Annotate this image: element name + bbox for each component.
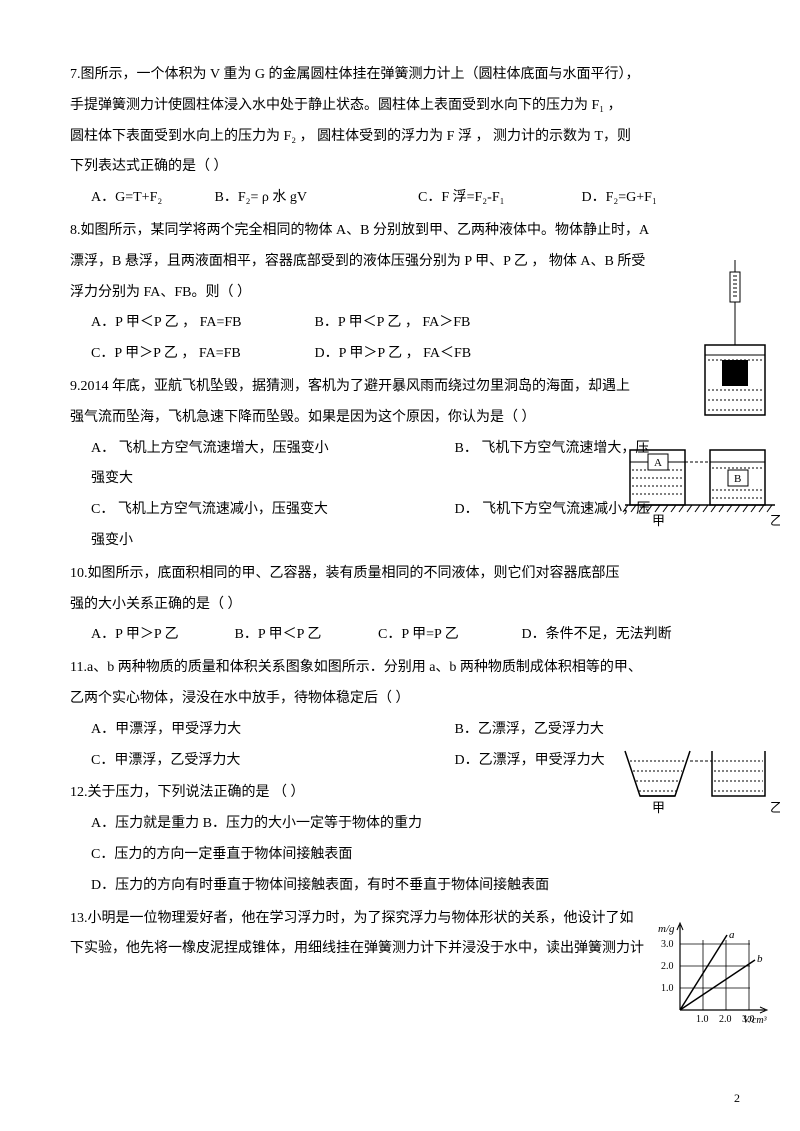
q8-opt-c: C．P 甲＞P 乙 ， FA=FB [91, 339, 311, 370]
q11-line2: 乙两个实心物体，浸没在水中放手，待物体稳定后（ ） [70, 684, 740, 715]
q11-opt-c: C．甲漂浮，乙受浮力大 [91, 746, 451, 777]
q8-options-row1: A．P 甲＜P 乙 ， FA=FB B．P 甲＜P 乙 ， FA＞FB [70, 308, 740, 339]
question-8: 8.如图所示，某同学将两个完全相同的物体 A、B 分别放到甲、乙两种液体中。物体… [70, 216, 740, 370]
ytick-1: 1.0 [661, 983, 674, 994]
q10-opt-d: D．条件不足，无法判断 [522, 620, 672, 651]
q7-line1: 7.图所示，一个体积为 V 重为 G 的金属圆柱体挂在弹簧测力计上（圆柱体底面与… [70, 60, 740, 91]
q10-line1: 10.如图所示，底面积相同的甲、乙容器，装有质量相同的不同液体，则它们对容器底部… [70, 559, 740, 590]
q11-opt-a: A．甲漂浮，甲受浮力大 [91, 715, 451, 746]
q11-opt-d: D．乙漂浮，甲受浮力大 [455, 746, 605, 777]
figure-two-beakers: A 甲 B [620, 440, 780, 530]
ytick-2: 2.0 [661, 961, 674, 972]
q7-opt-c: C．F 浮=F₂-F₁ [418, 183, 578, 214]
q11-options-row1: A．甲漂浮，甲受浮力大 B．乙漂浮，乙受浮力大 [70, 715, 740, 746]
q11-opt-b: B．乙漂浮，乙受浮力大 [455, 715, 604, 746]
graph-ylabel: m/g [658, 923, 675, 935]
question-10: 10.如图所示，底面积相同的甲、乙容器，装有质量相同的不同液体，则它们对容器底部… [70, 559, 740, 651]
q7-line3: 圆柱体下表面受到水向上的压力为 F₂ ， 圆柱体受到的浮力为 F 浮 ， 测力计… [70, 122, 740, 153]
figure-two-vessels: 甲 乙 [620, 746, 780, 816]
q11-line1: 11.a、b 两种物质的质量和体积关系图象如图所示．分别用 a、b 两种物质制成… [70, 653, 740, 684]
q10-line2: 强的大小关系正确的是（ ） [70, 590, 740, 621]
q9-opt-a: A． 飞机上方空气流速增大，压强变小 [91, 434, 451, 465]
q12-opt-c: C．压力的方向一定垂直于物体间接触表面 [70, 840, 740, 871]
graph-line-a-label: a [729, 929, 735, 941]
q12-opt-d: D．压力的方向有时垂直于物体间接触表面，有时不垂直于物体间接触表面 [70, 871, 740, 902]
q9-opt-d2: 强变小 [70, 526, 740, 557]
label-b: B [734, 473, 741, 485]
q8-line3: 浮力分别为 FA、FB。则（ ） [70, 278, 740, 309]
label-a: A [654, 457, 662, 469]
q8-opt-a: A．P 甲＜P 乙 ， FA=FB [91, 308, 311, 339]
q7-line4: 下列表达式正确的是（ ） [70, 152, 740, 183]
q8-opt-b: B．P 甲＜P 乙 ， FA＞FB [315, 308, 471, 339]
q10-options: A．P 甲＞P 乙 B．P 甲＜P 乙 C．P 甲=P 乙 D．条件不足，无法判… [70, 620, 740, 651]
vessel-label-yi: 乙 [770, 800, 780, 815]
q10-opt-b: B．P 甲＜P 乙 [235, 620, 375, 651]
xtick-2: 2.0 [719, 1014, 732, 1025]
q7-opt-d: D．F₂=G+F₁ [582, 183, 657, 214]
q10-opt-a: A．P 甲＞P 乙 [91, 620, 231, 651]
q9-line1: 9.2014 年底，亚航飞机坠毁，据猜测，客机为了避开暴风雨而绕过勿里洞岛的海面… [70, 372, 740, 403]
q8-options-row2: C．P 甲＞P 乙 ， FA=FB D．P 甲＞P 乙 ， FA＜FB [70, 339, 740, 370]
q7-opt-b: B．F₂= ρ 水 gV [215, 183, 415, 214]
q9-opt-c: C． 飞机上方空气流速减小，压强变大 [91, 495, 451, 526]
q7-line2: 手提弹簧测力计使圆柱体浸入水中处于静止状态。圆柱体上表面受到水向下的压力为 F₁… [70, 91, 740, 122]
graph-line-b-label: b [757, 953, 763, 965]
ytick-3: 3.0 [661, 939, 674, 950]
q8-opt-d: D．P 甲＞P 乙 ， FA＜FB [315, 339, 472, 370]
q13-line1: 13.小明是一位物理爱好者，他在学习浮力时，为了探究浮力与物体形状的关系，他设计… [70, 904, 740, 935]
q13-line2: 下实验，他先将一橡皮泥捏成锥体，用细线挂在弹簧测力计下并浸没于水中，读出弹簧测力… [70, 934, 740, 965]
q7-options: A．G=T+F₂ B．F₂= ρ 水 gV C．F 浮=F₂-F₁ D．F₂=G… [70, 183, 740, 214]
q10-opt-c: C．P 甲=P 乙 [378, 620, 518, 651]
question-13: 13.小明是一位物理爱好者，他在学习浮力时，为了探究浮力与物体形状的关系，他设计… [70, 904, 740, 966]
figure-spring-cylinder [700, 260, 770, 420]
vessel-label-jia: 甲 [652, 800, 665, 815]
question-7: 7.图所示，一个体积为 V 重为 G 的金属圆柱体挂在弹簧测力计上（圆柱体底面与… [70, 60, 740, 214]
xtick-1: 1.0 [696, 1014, 709, 1025]
q8-line1: 8.如图所示，某同学将两个完全相同的物体 A、B 分别放到甲、乙两种液体中。物体… [70, 216, 740, 247]
xtick-3: 3.0 [742, 1014, 755, 1025]
page-number: 2 [734, 1085, 740, 1111]
label-jia: 甲 [652, 513, 665, 528]
q8-line2: 漂浮，B 悬浮，且两液面相平，容器底部受到的液体压强分别为 P 甲、P 乙 ， … [70, 247, 740, 278]
label-yi: 乙 [770, 513, 780, 528]
q7-opt-a: A．G=T+F₂ [91, 183, 211, 214]
q9-line2: 强气流而坠海，飞机急速下降而坠毁。如果是因为这个原因，你认为是（ ） [70, 403, 740, 434]
figure-mv-graph: a b m/g V/cm³ 1.0 2.0 3.0 1.0 2.0 3.0 [655, 920, 775, 1030]
